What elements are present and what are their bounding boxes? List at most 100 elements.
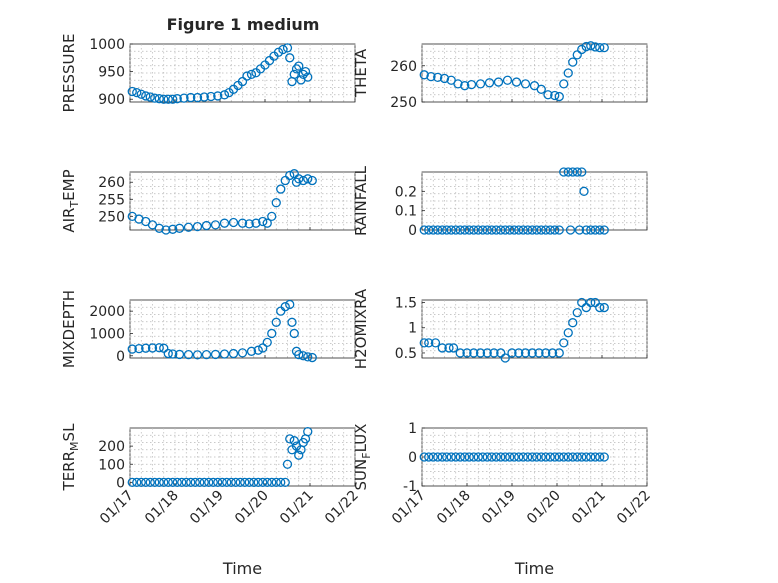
data-point	[478, 225, 488, 235]
series-markers	[127, 43, 313, 104]
data-point	[453, 79, 463, 89]
x-axis-label: Time	[514, 559, 554, 578]
data-point	[159, 477, 169, 488]
data-point	[226, 477, 236, 488]
data-point	[444, 343, 454, 353]
y-tick-label: 1000	[89, 37, 125, 53]
series-markers	[127, 169, 317, 235]
y-tick-label: -1	[403, 479, 417, 495]
data-point	[455, 452, 465, 462]
data-point	[572, 307, 582, 318]
data-point	[565, 225, 576, 235]
data-point	[298, 175, 308, 186]
data-point	[186, 477, 196, 488]
data-point	[419, 452, 429, 462]
data-point	[172, 94, 182, 104]
data-point	[496, 452, 506, 462]
y-tick-label: 0	[408, 223, 417, 239]
series-markers	[419, 167, 609, 235]
data-point	[590, 452, 600, 462]
data-point	[482, 452, 492, 462]
data-point	[527, 452, 537, 462]
data-point	[595, 42, 605, 53]
data-point	[586, 225, 596, 235]
data-point	[520, 348, 531, 358]
x-tick-label: 01/20	[232, 488, 272, 528]
data-point	[509, 452, 519, 462]
data-point	[258, 343, 268, 353]
data-point	[475, 79, 486, 89]
y-axis-label: H2OMIXRA	[352, 288, 370, 369]
data-point	[523, 225, 533, 235]
data-point	[201, 220, 212, 231]
data-point	[439, 73, 450, 84]
x-tick-label: 01/18	[434, 488, 474, 528]
subplot-7: 0 100 200 01/17 01/18 01/19 01/20 01/21 01/22 TER…	[60, 423, 362, 578]
data-point	[300, 66, 311, 77]
data-point	[448, 343, 459, 353]
data-point	[559, 452, 569, 462]
data-point	[514, 348, 524, 358]
data-point	[280, 302, 290, 312]
data-point	[482, 348, 492, 358]
data-point	[563, 167, 573, 177]
y-tick-label: 1000	[89, 326, 125, 342]
data-point	[303, 426, 313, 437]
data-point	[267, 328, 277, 339]
subplot-6: 0.5 1 1.5 H2OMIXRA	[352, 288, 648, 369]
data-point	[500, 452, 510, 462]
data-point	[168, 477, 178, 488]
data-point	[228, 348, 239, 359]
data-point	[183, 350, 194, 360]
y-tick-label: 0	[116, 349, 125, 365]
data-point	[278, 44, 288, 55]
data-point	[455, 225, 465, 235]
data-point	[426, 71, 436, 82]
data-point	[518, 452, 528, 462]
y-tick-label: 260	[98, 175, 125, 191]
data-point	[172, 477, 182, 488]
data-point	[559, 167, 569, 177]
data-point	[199, 92, 209, 102]
x-tick-label: 01/21	[569, 488, 609, 528]
y-tick-label: 100	[98, 457, 125, 473]
data-point	[168, 349, 178, 359]
data-point	[276, 184, 286, 194]
data-point	[228, 217, 239, 228]
data-point	[244, 477, 254, 488]
data-point	[505, 452, 515, 462]
data-point	[206, 91, 216, 102]
data-point	[273, 47, 284, 57]
data-point	[242, 71, 252, 81]
data-point	[424, 452, 434, 462]
data-point	[154, 343, 164, 353]
data-point	[433, 452, 443, 462]
data-point	[262, 477, 272, 488]
y-axis-label: PRESSURE	[60, 34, 78, 113]
data-point	[545, 452, 555, 462]
data-point	[262, 337, 272, 348]
data-point	[550, 452, 560, 462]
data-point	[307, 352, 317, 363]
data-point	[222, 477, 232, 488]
data-point	[507, 348, 517, 358]
data-point	[258, 216, 268, 227]
data-point	[473, 452, 483, 462]
data-point	[469, 225, 479, 235]
data-point	[237, 76, 248, 87]
x-tick-label: 01/19	[187, 488, 227, 528]
data-point	[219, 218, 230, 228]
series-markers	[419, 297, 609, 363]
x-tick-label: 01/22	[614, 488, 654, 528]
y-tick-label: 250	[98, 209, 125, 225]
data-point	[487, 225, 497, 235]
data-point	[168, 94, 178, 104]
grid	[129, 172, 356, 230]
data-point	[433, 225, 443, 235]
data-point	[430, 338, 441, 348]
series-markers	[127, 299, 317, 363]
data-point	[246, 69, 257, 80]
data-point	[298, 351, 308, 361]
data-point	[150, 93, 160, 103]
data-point	[199, 477, 209, 488]
